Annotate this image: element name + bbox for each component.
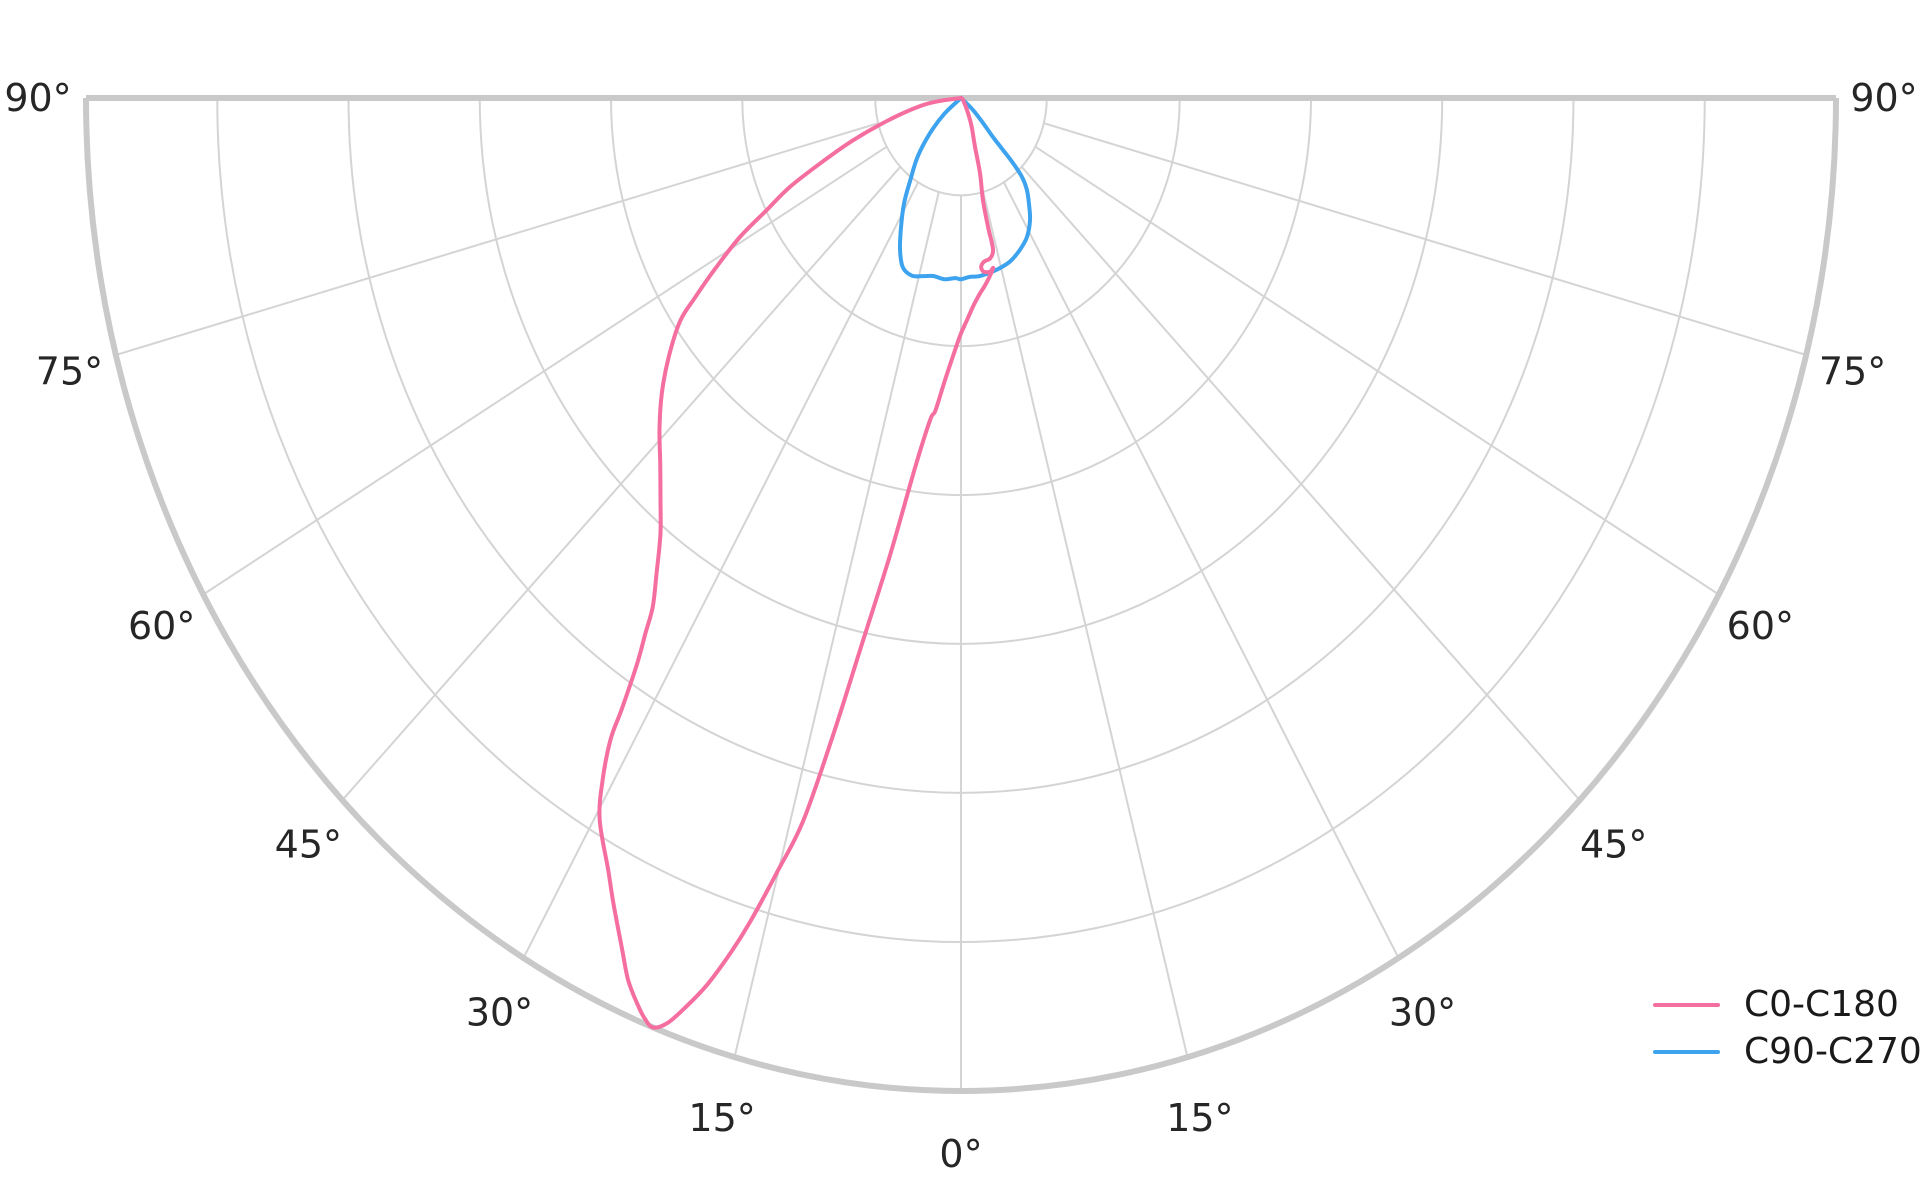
grid-spoke	[115, 122, 879, 356]
legend: C0-C180 C90-C270	[1653, 986, 1920, 1071]
angle-tick-label: 15°	[1166, 1096, 1233, 1140]
angle-tick-label: 45°	[1580, 823, 1647, 867]
boundary-arc	[83, 97, 1839, 1094]
grid-spoke	[1020, 166, 1581, 801]
angle-tick-label: 90°	[1850, 76, 1917, 120]
grid-spoke	[341, 166, 902, 801]
curve-c90-c270	[897, 96, 1033, 282]
grid-spoke	[202, 145, 888, 596]
legend-item-c90-c270: C90-C270	[1653, 1033, 1920, 1071]
angle-tick-label: 60°	[1727, 604, 1794, 648]
legend-label-c0-c180: C0-C180	[1744, 984, 1899, 1025]
angle-tick-label: 75°	[1819, 349, 1886, 393]
legend-item-c0-c180: C0-C180	[1653, 986, 1920, 1024]
angle-tick-label: 75°	[36, 349, 103, 393]
grid-spoke	[733, 191, 940, 1058]
legend-label-c90-c270: C90-C270	[1744, 1031, 1920, 1072]
angle-tick-label: 15°	[688, 1096, 755, 1140]
grid-spoke	[1043, 122, 1807, 356]
angle-tick-label: 45°	[275, 823, 342, 867]
angle-tick-label: 90°	[4, 76, 71, 120]
angle-tick-label: 30°	[1389, 991, 1456, 1035]
grid-spoke	[522, 181, 920, 959]
legend-line-c90-c270	[1653, 1050, 1720, 1054]
grid-spoke	[1034, 145, 1720, 596]
curve-c0-c180	[597, 96, 996, 1030]
grid-spoke	[982, 191, 1189, 1058]
grid-spoke	[1002, 181, 1400, 959]
angle-tick-label: 30°	[466, 991, 533, 1035]
angle-tick-label: 0°	[939, 1132, 982, 1176]
legend-line-c0-c180	[1653, 1003, 1720, 1007]
angle-tick-label: 60°	[128, 604, 195, 648]
